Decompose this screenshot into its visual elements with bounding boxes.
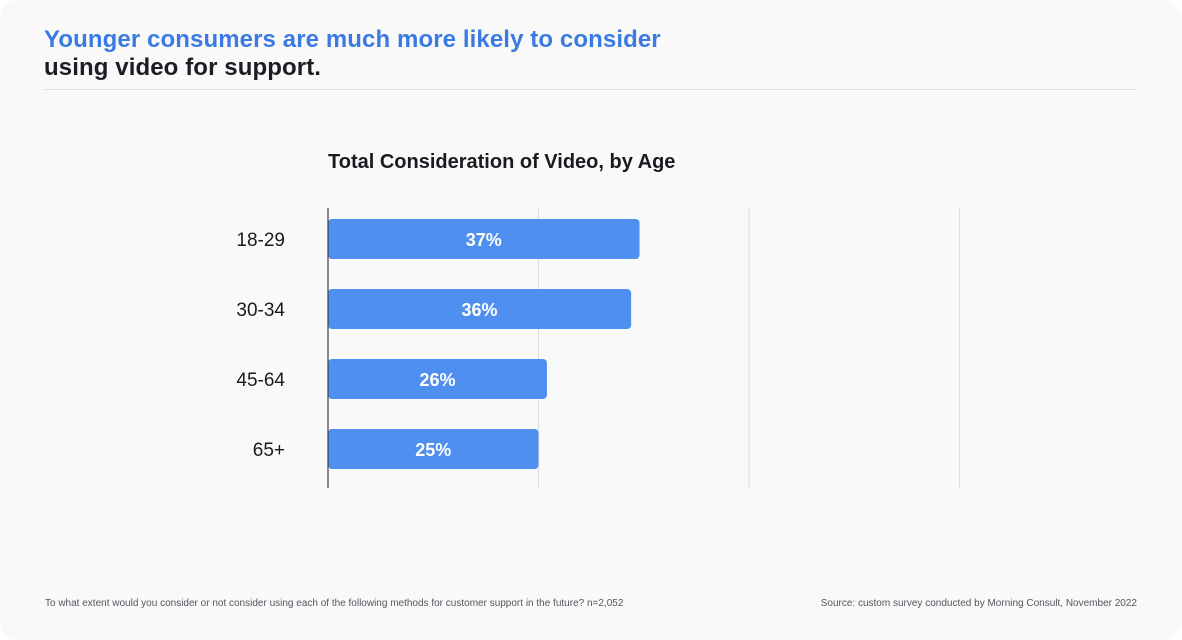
- category-label: 45-64: [236, 370, 285, 391]
- data-label: 36%: [462, 300, 498, 320]
- data-label: 26%: [419, 370, 455, 390]
- bar: [328, 289, 632, 329]
- headline-accent: Younger consumers are much more likely t…: [44, 26, 661, 53]
- bar: [328, 359, 547, 399]
- chart-title: Total Consideration of Video, by Age: [328, 151, 676, 173]
- survey-question-note: To what extent would you consider or not…: [45, 598, 624, 609]
- category-label: 30-34: [236, 300, 285, 321]
- header-divider: [44, 89, 1136, 90]
- source-note: Source: custom survey conducted by Morni…: [820, 598, 1137, 609]
- data-label: 37%: [466, 230, 502, 250]
- headline-rest: using video for support.: [44, 54, 322, 81]
- bar: [328, 429, 539, 469]
- data-label: 25%: [415, 440, 451, 460]
- bar: [328, 219, 640, 259]
- headline: Younger consumers are much more likely t…: [44, 26, 661, 82]
- category-label: 65+: [253, 440, 285, 461]
- category-label: 18-29: [236, 230, 285, 251]
